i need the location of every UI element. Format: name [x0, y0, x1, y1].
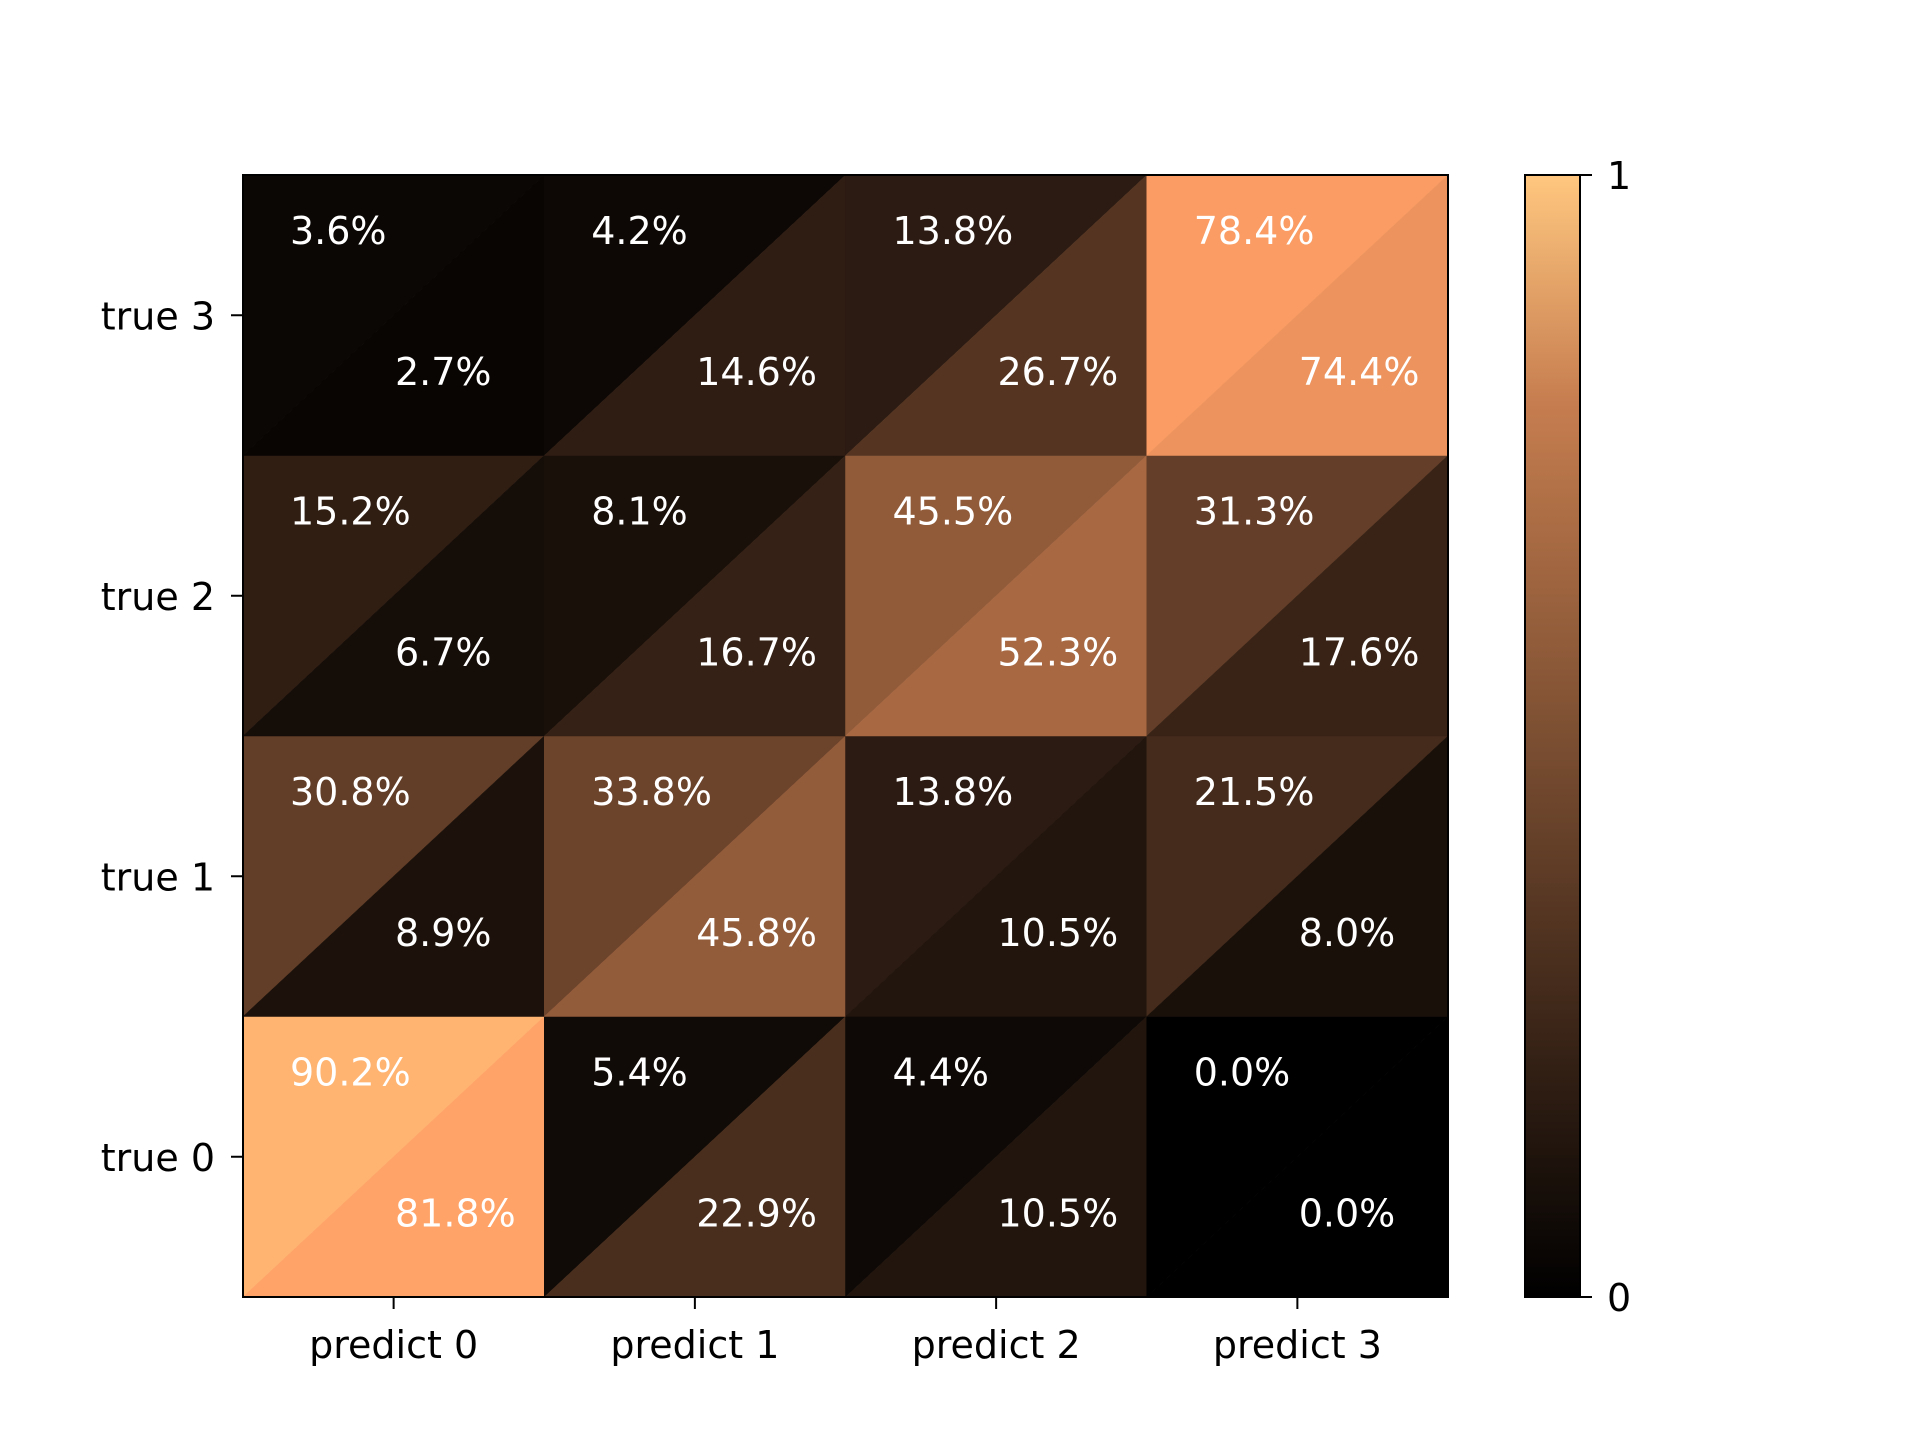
cell-label-upper-true2-predict1: 8.1%	[591, 490, 688, 534]
cell-label-lower-true3-predict1: 14.6%	[696, 350, 817, 394]
cell-label-upper-true3-predict2: 13.8%	[893, 209, 1014, 253]
cell-label-upper-true2-predict3: 31.3%	[1194, 490, 1315, 534]
cell-label-lower-true1-predict1: 45.8%	[696, 911, 817, 955]
cell-label-lower-true3-predict3: 74.4%	[1299, 350, 1420, 394]
x-tick-label-0: predict 0	[309, 1323, 478, 1367]
cell-label-upper-true0-predict1: 5.4%	[591, 1051, 688, 1095]
y-tick-label-3: true 3	[101, 294, 215, 338]
cell-label-upper-true2-predict0: 15.2%	[290, 490, 411, 534]
cell-label-upper-true1-predict0: 30.8%	[290, 770, 411, 814]
cell-label-lower-true2-predict1: 16.7%	[696, 631, 817, 675]
cell-label-upper-true0-predict0: 90.2%	[290, 1051, 411, 1095]
cell-label-upper-true1-predict1: 33.8%	[591, 770, 712, 814]
cell-label-lower-true0-predict2: 10.5%	[998, 1192, 1119, 1236]
cell-label-upper-true3-predict0: 3.6%	[290, 209, 387, 253]
heatmap-cell-labels: 90.2% 81.8% 5.4% 22.9% 4.4% 10.5% 0.0% 0.0% 30.8…	[290, 209, 1419, 1236]
cell-label-lower-true0-predict3: 0.0%	[1299, 1192, 1396, 1236]
colorbar-tick-label-1: 1	[1607, 154, 1631, 198]
y-tick-label-2: true 2	[101, 575, 215, 619]
cell-label-lower-true2-predict3: 17.6%	[1299, 631, 1420, 675]
y-axis: true 0 true 1 true 2 true 3	[101, 294, 243, 1180]
cell-label-lower-true0-predict1: 22.9%	[696, 1192, 817, 1236]
y-tick-label-0: true 0	[101, 1136, 215, 1180]
cell-label-lower-true0-predict0: 81.8%	[395, 1192, 516, 1236]
cell-label-lower-true1-predict2: 10.5%	[998, 911, 1119, 955]
cell-label-lower-true3-predict0: 2.7%	[395, 350, 492, 394]
cell-label-lower-true2-predict0: 6.7%	[395, 631, 492, 675]
cell-label-upper-true3-predict3: 78.4%	[1194, 209, 1315, 253]
colorbar-tick-label-0: 0	[1607, 1276, 1631, 1320]
heatmap-cells	[242, 174, 1449, 1298]
y-tick-label-1: true 1	[101, 855, 215, 899]
x-tick-label-2: predict 2	[912, 1323, 1081, 1367]
x-tick-label-1: predict 1	[610, 1323, 779, 1367]
plot-frame	[242, 174, 1449, 1298]
cell-label-lower-true1-predict3: 8.0%	[1299, 911, 1396, 955]
colorbar-gradient	[1524, 174, 1581, 1298]
cell-label-upper-true0-predict2: 4.4%	[893, 1051, 990, 1095]
x-axis: predict 0 predict 1 predict 2 predict 3	[309, 1297, 1382, 1367]
cell-label-lower-true2-predict2: 52.3%	[998, 631, 1119, 675]
x-tick-label-3: predict 3	[1213, 1323, 1382, 1367]
colorbar: 1 0	[1524, 154, 1631, 1320]
cell-label-upper-true1-predict3: 21.5%	[1194, 770, 1315, 814]
cell-label-upper-true2-predict2: 45.5%	[893, 490, 1014, 534]
cell-label-lower-true1-predict0: 8.9%	[395, 911, 492, 955]
cell-label-upper-true1-predict2: 13.8%	[893, 770, 1014, 814]
cell-label-upper-true0-predict3: 0.0%	[1194, 1051, 1291, 1095]
cell-label-lower-true3-predict2: 26.7%	[998, 350, 1119, 394]
cell-label-upper-true3-predict1: 4.2%	[591, 209, 688, 253]
